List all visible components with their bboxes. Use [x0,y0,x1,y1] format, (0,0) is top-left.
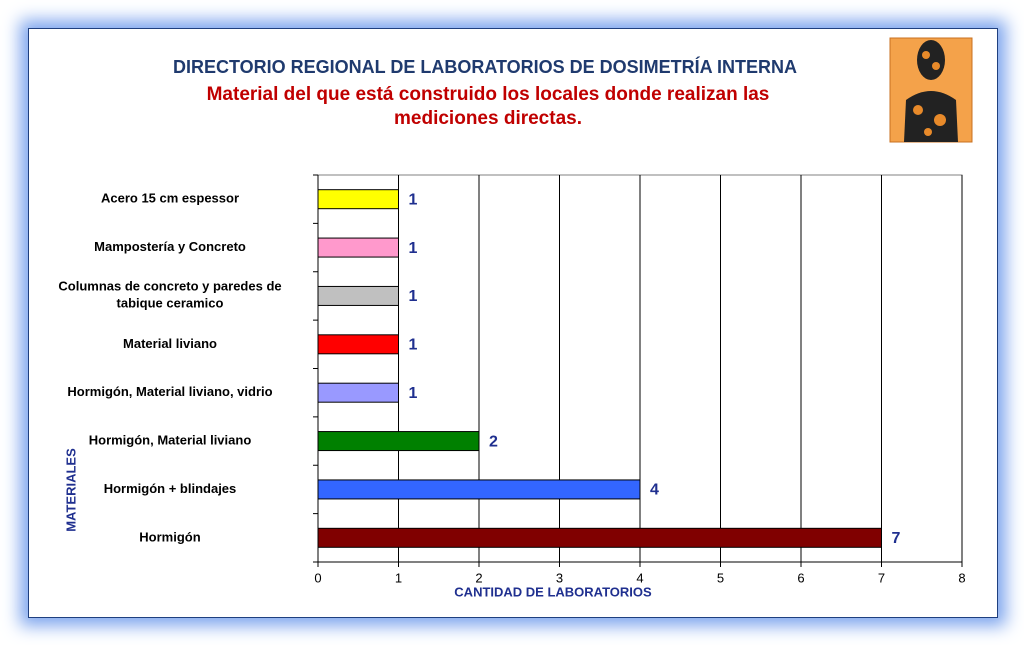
icon [889,37,973,143]
data-label: 1 [409,337,418,354]
chart-title: DIRECTORIO REGIONAL DE LABORATORIOS DE D… [173,56,797,77]
bar [317,431,480,452]
y-tick-label: Hormigón [139,529,200,544]
y-tick-label: Hormigón, Material liviano, vidrio [67,384,272,399]
x-tick-label: 8 [958,570,965,585]
y-tick-label: Hormigón + blindajes [104,481,237,496]
x-tick-label: 2 [475,570,482,585]
chart-subtitle: mediciones directas. [394,108,582,129]
y-tick-label: Mampostería y Concreto [94,239,246,254]
bar [317,527,882,548]
data-label: 1 [409,191,418,208]
x-tick-label: 3 [556,570,563,585]
y-tick-label: Columnas de concreto y paredes de tabique… [58,279,281,311]
data-label: 1 [409,288,418,305]
x-tick-label: 4 [636,570,643,585]
bar [317,237,399,258]
data-label: 2 [489,433,498,450]
chart-subtitle: Material del que está construido los loc… [207,84,770,105]
x-tick-label: 7 [878,570,885,585]
y-tick-label: Hormigón, Material liviano [89,433,252,448]
bar [317,285,399,306]
y-axis-label: MATERIALES [63,448,78,532]
bar [317,382,399,403]
x-tick-label: 0 [314,570,321,585]
data-label: 1 [409,385,418,402]
bar [317,479,641,500]
x-tick-label: 6 [797,570,804,585]
bar [317,189,399,210]
y-tick-label: Acero 15 cm espessor [101,191,239,206]
data-label: 1 [409,240,418,257]
x-tick-label: 5 [717,570,724,585]
data-label: 4 [650,482,659,499]
x-tick-label: 1 [395,570,402,585]
x-axis-label: CANTIDAD DE LABORATORIOS [454,584,652,599]
bar [317,334,399,355]
y-tick-label: Material liviano [123,336,217,351]
data-label: 7 [892,530,901,547]
